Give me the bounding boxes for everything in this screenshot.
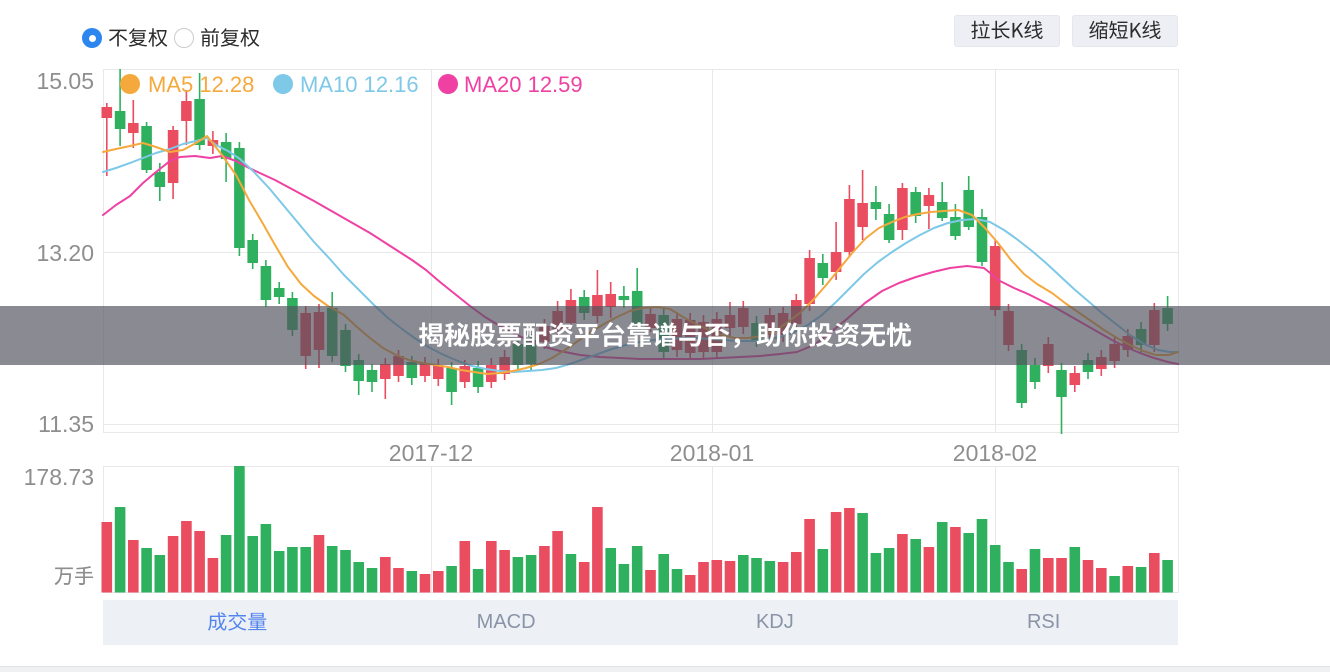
svg-text:178.73: 178.73: [24, 464, 94, 490]
svg-text:11.35: 11.35: [38, 411, 94, 437]
svg-text:MA20 12.59: MA20 12.59: [464, 72, 583, 97]
svg-text:MA10 12.16: MA10 12.16: [300, 72, 419, 97]
svg-text:2018-02: 2018-02: [953, 440, 1037, 466]
svg-text:2017-12: 2017-12: [389, 440, 473, 466]
svg-text:13.20: 13.20: [36, 240, 94, 266]
svg-text:15.05: 15.05: [36, 68, 94, 94]
svg-text:2018-01: 2018-01: [670, 440, 754, 466]
svg-text:MA5 12.28: MA5 12.28: [148, 72, 254, 97]
